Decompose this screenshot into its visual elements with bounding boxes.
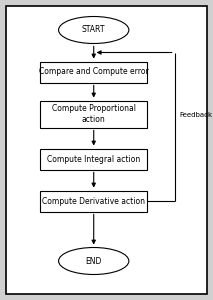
Ellipse shape (59, 248, 129, 274)
Text: Compute Integral action: Compute Integral action (47, 154, 140, 164)
Text: START: START (82, 26, 105, 34)
Bar (40, 61, 147, 82)
Text: Compute Proportional
action: Compute Proportional action (52, 104, 136, 124)
Ellipse shape (59, 16, 129, 44)
Text: Feedback: Feedback (179, 112, 212, 118)
Text: Compute Derivative action: Compute Derivative action (42, 196, 145, 206)
Bar (40, 100, 147, 127)
Text: END: END (86, 256, 102, 266)
Bar (40, 190, 147, 212)
Bar (40, 148, 147, 170)
Text: Compare and Compute error: Compare and Compute error (39, 68, 149, 76)
